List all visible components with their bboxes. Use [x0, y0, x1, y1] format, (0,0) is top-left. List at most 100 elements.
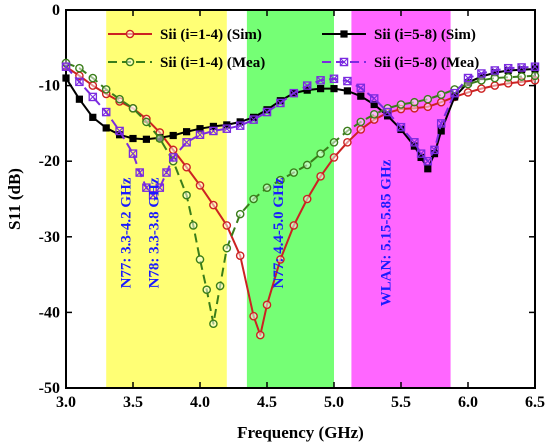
data-point-cross	[62, 62, 70, 71]
data-point-cross	[437, 119, 446, 128]
x-tick-label: 6.5	[525, 394, 545, 411]
series-3	[61, 62, 540, 200]
data-point-cross	[464, 74, 472, 83]
data-point	[410, 138, 419, 147]
data-point	[491, 69, 499, 77]
y-tick-label: -10	[39, 78, 60, 95]
data-point	[142, 135, 150, 143]
data-point-box	[235, 121, 245, 130]
data-point	[302, 160, 312, 170]
data-point	[303, 86, 311, 94]
data-point-box	[416, 149, 426, 158]
data-point-box	[115, 126, 124, 136]
data-point	[397, 125, 405, 134]
data-point-box	[135, 168, 144, 177]
legend-entry-1: Sii (i=5-8) (Sim)	[322, 27, 476, 43]
data-point	[369, 110, 379, 119]
data-point	[276, 97, 284, 105]
band-region-0	[106, 10, 227, 388]
data-point-box	[423, 156, 433, 166]
data-point-cross	[316, 76, 325, 85]
data-point-cross	[477, 69, 486, 78]
data-point-cross	[490, 66, 499, 75]
data-point	[276, 255, 285, 264]
data-point	[168, 153, 178, 162]
data-point	[249, 311, 258, 321]
y-tick-label: -40	[39, 304, 60, 321]
data-point	[195, 181, 205, 190]
data-point	[75, 95, 83, 103]
data-point-box	[101, 107, 111, 117]
data-point-cross	[169, 153, 178, 162]
data-point-box	[396, 122, 406, 132]
data-point	[222, 124, 232, 133]
data-point	[340, 30, 348, 38]
data-point	[339, 57, 349, 67]
data-point-cross	[417, 149, 426, 158]
data-point-box	[75, 77, 84, 87]
data-point-box	[369, 94, 379, 103]
data-series	[61, 58, 540, 340]
data-point-cross	[383, 108, 392, 117]
y-axis-title: S11 (dB)	[5, 168, 24, 230]
x-tick-label: 3.0	[56, 394, 76, 411]
data-point-box	[195, 130, 205, 139]
data-point-cross	[340, 58, 348, 66]
data-point	[250, 113, 258, 121]
data-point-cross	[330, 74, 338, 83]
data-point	[436, 119, 446, 128]
data-point-box	[356, 83, 366, 93]
data-point	[463, 73, 473, 83]
y-tick-label: -30	[39, 229, 60, 246]
x-tick-label: 3.5	[123, 394, 143, 411]
data-point	[424, 165, 432, 173]
data-point	[168, 145, 178, 155]
x-axis-title: Frequency (GHz)	[237, 423, 364, 442]
data-point	[343, 126, 352, 136]
data-point	[148, 190, 158, 200]
data-point	[263, 106, 271, 114]
data-point	[75, 63, 84, 73]
data-point-box	[450, 88, 459, 98]
data-point	[222, 243, 232, 253]
data-point-box	[517, 63, 526, 72]
data-point-box	[530, 62, 540, 71]
data-point-box	[463, 73, 473, 83]
data-point-box	[343, 76, 352, 86]
data-point	[410, 97, 419, 107]
data-point	[142, 183, 151, 192]
y-tick-label: 0	[52, 2, 60, 19]
data-point-box	[168, 153, 178, 162]
data-point	[530, 71, 540, 81]
data-point	[101, 85, 111, 94]
data-point	[329, 153, 339, 162]
data-point	[115, 94, 124, 104]
data-point	[289, 221, 299, 230]
data-point	[477, 69, 486, 78]
data-point	[235, 121, 245, 130]
data-point	[423, 102, 433, 112]
data-point	[531, 65, 539, 73]
data-point	[430, 145, 439, 155]
data-point	[162, 168, 171, 177]
data-point	[202, 285, 211, 295]
data-point	[129, 134, 137, 143]
data-point	[169, 131, 177, 140]
data-point	[490, 66, 500, 75]
data-point	[188, 221, 198, 230]
data-point	[115, 126, 124, 136]
data-point	[75, 77, 84, 87]
data-point	[416, 149, 426, 158]
data-point-cross	[155, 183, 164, 192]
band-label-0: N77: 3.3-4.2 GHz	[118, 177, 134, 288]
data-point	[215, 281, 225, 291]
data-point-cross	[75, 77, 84, 86]
data-point-box	[289, 88, 299, 98]
data-point-cross	[430, 145, 439, 154]
data-point	[182, 162, 191, 172]
data-point-cross	[162, 168, 171, 177]
data-point	[396, 122, 406, 132]
data-point-box	[383, 107, 392, 117]
data-point	[329, 74, 339, 84]
data-point-box	[148, 190, 158, 200]
